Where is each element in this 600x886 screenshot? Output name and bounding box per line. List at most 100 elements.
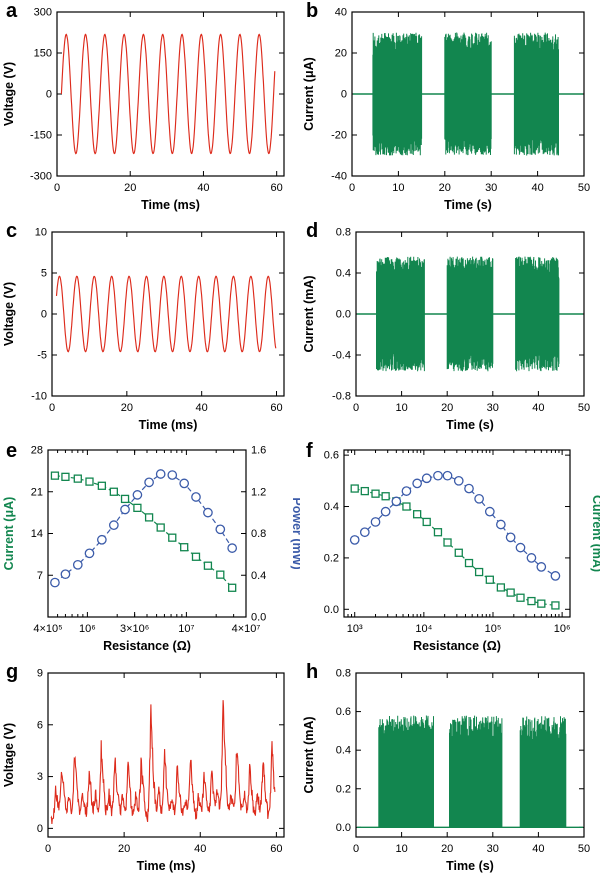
svg-text:0.8: 0.8 — [336, 668, 351, 680]
svg-text:30: 30 — [487, 402, 499, 414]
svg-text:10: 10 — [35, 227, 47, 239]
svg-text:-0.8: -0.8 — [332, 391, 351, 403]
svg-text:10: 10 — [395, 402, 407, 414]
svg-text:30: 30 — [487, 843, 499, 855]
svg-text:4×10⁵: 4×10⁵ — [33, 623, 62, 635]
svg-text:Time (ms): Time (ms) — [141, 198, 200, 212]
svg-text:-5: -5 — [37, 350, 47, 362]
svg-text:10⁷: 10⁷ — [178, 623, 194, 635]
svg-text:5: 5 — [41, 268, 47, 280]
svg-text:1.2: 1.2 — [251, 486, 266, 498]
svg-text:Time (s): Time (s) — [446, 418, 494, 432]
svg-text:0.4: 0.4 — [336, 745, 351, 757]
svg-text:0: 0 — [353, 402, 359, 414]
svg-text:0: 0 — [46, 89, 52, 101]
svg-text:40: 40 — [335, 7, 347, 19]
svg-text:10³: 10³ — [347, 623, 363, 635]
svg-text:0.4: 0.4 — [251, 570, 266, 582]
chart-rectified-current-h: 0 10 20 30 40 50 0.0 0.2 0.4 0.6 0.8 Time (s) Curren… — [302, 668, 590, 874]
svg-text:0: 0 — [341, 89, 347, 101]
svg-text:1.6: 1.6 — [251, 445, 266, 457]
svg-text:10⁶: 10⁶ — [79, 623, 96, 635]
svg-text:Current (mA): Current (mA) — [590, 495, 600, 572]
svg-text:0: 0 — [353, 843, 359, 855]
panel-letter-a: a — [6, 0, 18, 22]
svg-text:0.0: 0.0 — [324, 604, 339, 616]
svg-text:0: 0 — [349, 182, 355, 194]
panel-c: c 0 20 40 60 -10 -5 0 5 10 Time (ms) Voltage (V) — [0, 220, 300, 440]
svg-text:0.0: 0.0 — [336, 822, 351, 834]
svg-text:0.8: 0.8 — [336, 227, 351, 239]
svg-text:0.6: 0.6 — [324, 450, 339, 462]
chart-resistance-power-f: 10³ 10⁴ 10⁵ 10⁶ 0.0 0.2 0.4 0.6 Resistance (Ω) Cu… — [324, 449, 600, 653]
panel-letter-h: h — [306, 661, 319, 683]
svg-text:40: 40 — [532, 402, 544, 414]
svg-text:10⁵: 10⁵ — [485, 623, 502, 635]
svg-text:0: 0 — [45, 843, 51, 855]
svg-text:Voltage (V): Voltage (V) — [2, 282, 16, 346]
svg-text:7: 7 — [37, 570, 43, 582]
svg-text:0: 0 — [54, 182, 60, 194]
panel-letter-e: e — [6, 440, 18, 462]
svg-text:Power (mW): Power (mW) — [290, 497, 300, 569]
svg-text:50: 50 — [578, 182, 590, 194]
svg-text:Voltage (V): Voltage (V) — [2, 723, 16, 787]
svg-text:10: 10 — [395, 843, 407, 855]
chart-resistance-power-e: 4×10⁵ 10⁶ 3×10⁶ 10⁷ 4×10⁷ 7 14 21 28 0.0 0.4 0.8 1.2… — [2, 445, 304, 654]
svg-text:60: 60 — [270, 402, 282, 414]
chart-current-output-d: 0 10 20 30 40 50 -0.8 -0.4 0.0 0.4 0.8 Time (s) Curr… — [302, 227, 590, 433]
svg-text:0.0: 0.0 — [336, 309, 351, 321]
svg-text:30: 30 — [485, 182, 497, 194]
svg-text:3×10⁶: 3×10⁶ — [120, 623, 149, 635]
svg-text:20: 20 — [441, 843, 453, 855]
svg-text:300: 300 — [34, 7, 52, 19]
panel-letter-b: b — [306, 0, 319, 22]
panel-f: f 10³ 10⁴ 10⁵ 10⁶ 0.0 0.2 0.4 0.6 Resistance (Ω)… — [300, 440, 600, 661]
svg-text:Time (ms): Time (ms) — [137, 859, 196, 873]
svg-text:10⁴: 10⁴ — [415, 623, 432, 635]
svg-text:20: 20 — [335, 48, 347, 60]
svg-text:10⁶: 10⁶ — [554, 623, 571, 635]
svg-text:0.4: 0.4 — [324, 501, 339, 513]
svg-text:0.6: 0.6 — [336, 706, 351, 718]
chart-rectified-voltage-g: 0 20 40 60 0 3 6 9 Time (ms) Voltage (V) — [2, 668, 285, 873]
svg-text:10: 10 — [392, 182, 404, 194]
svg-text:50: 50 — [578, 843, 590, 855]
svg-text:0.8: 0.8 — [251, 528, 266, 540]
svg-text:Time (s): Time (s) — [446, 859, 494, 873]
svg-text:-300: -300 — [30, 171, 52, 183]
svg-text:9: 9 — [37, 668, 43, 680]
svg-text:28: 28 — [31, 445, 43, 457]
chart-current-output-b: 0 10 20 30 40 50 -40 -20 0 20 40 Time (s) Current (μ… — [302, 7, 590, 213]
svg-text:Resistance (Ω): Resistance (Ω) — [413, 639, 501, 653]
svg-text:Voltage (V): Voltage (V) — [2, 62, 16, 126]
svg-text:40: 40 — [196, 402, 208, 414]
svg-text:-10: -10 — [31, 391, 47, 403]
panel-d: d 0 10 20 30 40 50 -0.8 -0.4 0.0 0.4 0.8 Time (s) Cu… — [300, 220, 600, 440]
svg-text:40: 40 — [197, 182, 209, 194]
svg-text:Time (s): Time (s) — [444, 198, 492, 212]
svg-text:Current (mA): Current (mA) — [302, 275, 316, 352]
svg-text:40: 40 — [194, 843, 206, 855]
svg-text:20: 20 — [124, 182, 136, 194]
svg-text:40: 40 — [532, 843, 544, 855]
panel-letter-g: g — [6, 661, 19, 683]
panel-letter-c: c — [6, 220, 18, 242]
svg-text:Resistance (Ω): Resistance (Ω) — [103, 639, 191, 653]
svg-text:0.2: 0.2 — [324, 552, 339, 564]
svg-text:14: 14 — [31, 528, 43, 540]
svg-text:40: 40 — [531, 182, 543, 194]
panel-a: a 0 20 40 60 -300 -150 0 150 300 Time (ms) Voltage… — [0, 0, 300, 220]
panel-g: g 0 20 40 60 0 3 6 9 Time (ms) Voltage (V) — [0, 661, 300, 881]
svg-text:3: 3 — [37, 771, 43, 783]
svg-text:-0.4: -0.4 — [332, 350, 351, 362]
svg-text:60: 60 — [270, 843, 282, 855]
svg-text:Current (μA): Current (μA) — [2, 497, 16, 571]
svg-text:6: 6 — [37, 719, 43, 731]
svg-text:60: 60 — [271, 182, 283, 194]
chart-voltage-output-a: 0 20 40 60 -300 -150 0 150 300 Time (ms) Voltage (… — [2, 7, 285, 212]
svg-text:Time (ms): Time (ms) — [139, 418, 198, 432]
svg-text:21: 21 — [31, 486, 43, 498]
svg-text:0: 0 — [41, 309, 47, 321]
